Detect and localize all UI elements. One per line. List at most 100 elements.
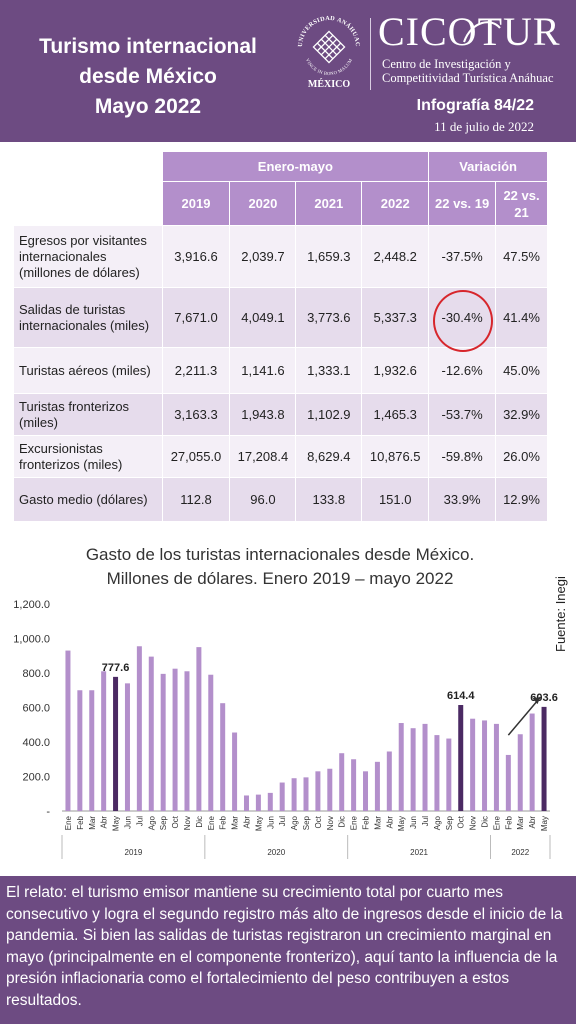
bar [148, 656, 154, 811]
summary-table: Enero-mayo Variación 2019 2020 2021 2022… [13, 151, 548, 522]
table-row: Turistas aéreos (miles) 2,211.3 1,141.6 … [13, 347, 548, 394]
bar [124, 683, 130, 811]
table-cell: 112.8 [161, 477, 231, 522]
chart-title-line-1: Gasto de los turistas internacionales de… [85, 545, 475, 564]
x-tick-label: Dic [481, 816, 490, 828]
table-cell: 1,659.3 [295, 225, 363, 288]
table-group-header-row: Enero-mayo Variación [13, 151, 548, 182]
year-label: 2020 [267, 848, 285, 857]
x-tick-label: Mar [373, 816, 382, 830]
university-seal-logo: UNIVERSIDAD ANÁHUAC VINCE IN BONO MALUM [297, 15, 361, 76]
bar [315, 771, 321, 811]
table-cell: 5,337.3 [361, 287, 430, 348]
bar [172, 668, 178, 811]
table-cell: 2,211.3 [161, 347, 231, 394]
table-cell: 1,932.6 [361, 347, 430, 394]
highlight-circle [433, 290, 493, 352]
org-subtitle: Centro de Investigación y Competitividad… [382, 57, 554, 85]
bar [327, 768, 333, 811]
data-label: 614.4 [447, 690, 475, 702]
bar [446, 738, 452, 811]
bar [541, 706, 547, 811]
bar [89, 690, 95, 811]
bar [339, 753, 345, 811]
column-header: 22 vs. 21 [495, 181, 548, 226]
table-row: Gasto medio (dólares) 112.8 96.0 133.8 1… [13, 477, 548, 522]
table-cell: 96.0 [229, 477, 297, 522]
bar [136, 646, 142, 811]
infographic-number: Infografía 84/22 [416, 97, 534, 114]
x-tick-label: Abr [100, 816, 109, 829]
table-cell: 8,629.4 [295, 435, 363, 478]
x-tick-label: Ene [207, 815, 216, 830]
table-cell: 1,102.9 [295, 393, 363, 436]
footer-text: El relato: el turismo emisor mantiene su… [6, 884, 563, 1009]
table-cell: -59.8% [428, 435, 497, 478]
bar [386, 751, 392, 811]
table-cell: 41.4% [495, 287, 548, 348]
x-tick-label: Mar [516, 816, 525, 830]
bar [374, 761, 380, 811]
table-row: Excursionistas fronterizos (miles) 27,05… [13, 435, 548, 478]
bar [220, 703, 226, 811]
bar [291, 778, 297, 811]
x-tick-label: Ago [433, 815, 442, 830]
table-cell: 2,039.7 [229, 225, 297, 288]
org-subtitle-line-2: Competitividad Turística Anáhuac [382, 71, 554, 85]
x-tick-label: Dic [195, 816, 204, 828]
y-tick-label: - [46, 806, 50, 818]
table-cell: 133.8 [295, 477, 363, 522]
table-cell: -53.7% [428, 393, 497, 436]
bar [458, 705, 464, 811]
y-tick-label: 400.0 [22, 737, 50, 749]
bar [470, 718, 476, 811]
x-tick-label: Jul [421, 816, 430, 826]
table-column-header-row: 2019 2020 2021 2022 22 vs. 19 22 vs. 21 [13, 181, 548, 226]
table-cell: 32.9% [495, 393, 548, 436]
x-tick-label: Jul [278, 816, 287, 826]
trend-arrow [507, 696, 542, 736]
bar [493, 723, 499, 811]
year-label: 2022 [511, 848, 529, 857]
table-cell: 2,448.2 [361, 225, 430, 288]
x-tick-label: May [112, 816, 121, 831]
x-tick-label: Sep [302, 815, 311, 830]
bar [208, 674, 214, 811]
x-tick-label: Oct [457, 815, 466, 828]
x-tick-label: Oct [314, 815, 323, 828]
source-text: Fuente: Inegi [553, 576, 568, 652]
row-label: Egresos por visitantes internacionales (… [13, 225, 163, 288]
x-tick-label: May [540, 816, 549, 831]
bar [363, 771, 369, 811]
table-cell: 151.0 [361, 477, 430, 522]
table-corner-cell [13, 181, 163, 226]
x-tick-label: Mar [231, 816, 240, 830]
bar [505, 754, 511, 811]
table-cell: -37.5% [428, 225, 497, 288]
title-line-3: Mayo 2022 [94, 95, 202, 118]
header-divider [370, 18, 371, 90]
bar [482, 720, 488, 811]
table-cell: 4,049.1 [229, 287, 297, 348]
group-header-enero-mayo: Enero-mayo [161, 151, 430, 182]
svg-text:VINCE IN BONO MALUM: VINCE IN BONO MALUM [305, 58, 353, 76]
row-label: Gasto medio (dólares) [13, 477, 163, 522]
bar [65, 650, 71, 811]
bar [232, 732, 238, 811]
bar [267, 792, 273, 811]
bar [113, 676, 119, 811]
table-cell: 10,876.5 [361, 435, 430, 478]
table-cell: 1,465.3 [361, 393, 430, 436]
x-tick-label: Oct [171, 815, 180, 828]
x-tick-label: Nov [326, 816, 335, 830]
x-tick-label: Ene [492, 815, 501, 830]
bar [398, 723, 404, 811]
bar [196, 647, 202, 811]
x-tick-label: May [397, 816, 406, 831]
x-tick-label: Jun [266, 816, 275, 829]
table-cell: 7,671.0 [161, 287, 231, 348]
bar [255, 794, 261, 811]
y-tick-label: 800.0 [22, 668, 50, 680]
x-tick-label: Ene [350, 815, 359, 830]
bar [77, 690, 83, 811]
